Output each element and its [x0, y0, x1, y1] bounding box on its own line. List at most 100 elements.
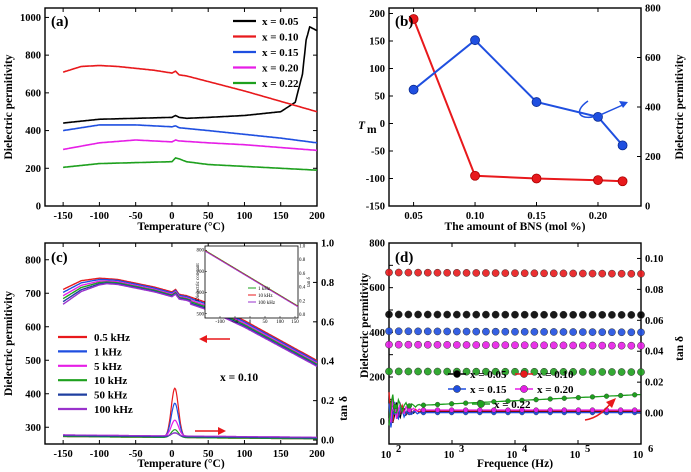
c-eps-line-3 [62, 281, 318, 365]
b-y-tick-label: 0 [380, 119, 385, 130]
a-panel-label: (a) [51, 14, 69, 30]
d-eps-point-1 [598, 269, 607, 278]
d-eps-point-1 [443, 268, 452, 277]
d-eps-point-4 [394, 367, 403, 376]
c-x-tick-label: 50 [203, 449, 214, 460]
d-y-tick-label: 0 [380, 417, 385, 428]
d-eps-point-2 [617, 328, 626, 337]
b-eps-point [531, 97, 542, 107]
a-x-tick-label: 50 [203, 211, 214, 222]
a-series-line-2 [63, 124, 318, 144]
c-inset-y2-axis-label: tan δ [307, 277, 312, 287]
d-legend-label-3: x = 0.20 [537, 384, 574, 396]
d-legend-label-4: x = 0.22 [494, 399, 531, 411]
c-tan-line-5 [63, 432, 317, 438]
a-series-line-4 [63, 157, 318, 171]
d-eps-point-2 [598, 328, 607, 337]
d-legend-swatch-dot-1 [520, 370, 528, 378]
d-x-tick-exp: 5 [585, 444, 590, 455]
c-annotation: x = 0.10 [220, 372, 258, 384]
d-tan-line-2 [388, 401, 641, 428]
c-inset-y2-tick-label: 0.8 [299, 258, 306, 263]
d-tan-point-4 [434, 401, 441, 408]
d-x-tick-label: 10 [633, 450, 644, 461]
d-eps-point-2 [569, 328, 578, 336]
c-inset-legend-label-0: 1 kHz [258, 287, 271, 292]
b-tm-point [408, 14, 419, 24]
d-legend-label-2: x = 0.15 [470, 384, 507, 396]
b-y-tick-label: -50 [371, 147, 385, 158]
c-eps-line-5 [62, 283, 318, 367]
b-y2-tick-label: 200 [645, 152, 661, 163]
d-eps-point-2 [443, 327, 452, 336]
c-y2-tick-label: 0.4 [321, 357, 335, 368]
d-x-tick-label: 10 [570, 450, 581, 461]
d-y-tick-label: 200 [369, 373, 385, 384]
c-eps-line-1 [62, 278, 318, 363]
d-eps-point-1 [588, 269, 597, 278]
d-eps-point-3 [394, 340, 403, 349]
d-eps-point-2 [472, 327, 481, 336]
b-panel-label: (b) [395, 14, 413, 30]
b-y-tick-label: 50 [375, 92, 386, 103]
d-tan-point-3 [491, 407, 497, 413]
d-eps-point-1 [530, 269, 539, 278]
d-eps-point-1 [394, 268, 403, 277]
a-x-tick-label: -150 [54, 211, 73, 222]
c-legend-label-0: 0.5 kHz [94, 332, 130, 344]
a-series-line-0 [63, 25, 318, 124]
d-tan-point-3 [533, 407, 539, 413]
d-legend-swatch-dot-4 [477, 400, 485, 408]
d-eps-point-1 [617, 269, 626, 278]
d-eps-point-3 [511, 341, 519, 350]
d-eps-point-4 [540, 367, 548, 376]
d-tan-point-3 [519, 407, 525, 413]
a-y-tick-label: 1000 [20, 13, 41, 24]
c-inset-x-tick-label: 150 [291, 320, 299, 325]
d-eps-point-2 [549, 328, 558, 336]
d-eps-point-0 [569, 310, 578, 319]
d-eps-point-0 [559, 310, 568, 319]
d-y-tick-label: 600 [369, 283, 385, 294]
d-eps-point-4 [414, 367, 422, 376]
b-y-tick-label: -100 [366, 174, 385, 185]
b-tm-point [470, 170, 480, 181]
b-tm-line [412, 18, 623, 183]
d-tan-point-3 [505, 407, 511, 413]
d-eps-point-3 [617, 341, 626, 350]
d-eps-point-3 [530, 341, 539, 350]
b-x-axis-label: The amount of BNS (mol %) [445, 221, 586, 233]
c-x-tick-label: 150 [273, 449, 289, 460]
c-x-axis-label: Temperature (°C) [137, 458, 224, 470]
b-y-tick-label: 150 [369, 37, 385, 48]
c-y-tick-label: 600 [25, 322, 41, 333]
d-eps-point-2 [404, 327, 413, 336]
d-eps-point-0 [511, 310, 519, 319]
b-y-tick-label: 100 [369, 64, 385, 75]
d-tan-point-4 [449, 401, 455, 407]
b-x-tick-label: 0.15 [527, 211, 545, 222]
c-inset-x-tick-label: -50 [232, 320, 239, 325]
d-tan-line-1 [388, 392, 641, 423]
d-eps-point-4 [491, 367, 500, 376]
b-x-tick-label: 0.10 [466, 211, 484, 222]
d-tan-line-0 [388, 400, 641, 424]
d-eps-point-0 [433, 310, 442, 319]
c-y2-tick-label: 0.2 [321, 396, 334, 407]
d-eps-point-1 [520, 269, 529, 278]
a-legend-label-1: x = 0.10 [262, 32, 299, 44]
d-eps-point-1 [540, 269, 548, 278]
c-plot-frame [44, 242, 318, 445]
c-x-tick-label: 100 [237, 449, 253, 460]
d-eps-point-3 [472, 341, 481, 349]
d-eps-point-2 [423, 327, 432, 336]
d-eps-point-4 [501, 367, 510, 376]
d-eps-point-0 [608, 311, 616, 319]
b-y2-axis-label: Dielectric permitivity [674, 54, 686, 159]
d-y2-tick-label: 0.04 [645, 347, 664, 358]
d-eps-point-0 [462, 310, 471, 319]
d-eps-point-2 [540, 328, 548, 336]
c-x-tick-label: 200 [309, 449, 325, 460]
a-x-tick-label: -100 [90, 211, 109, 222]
d-eps-point-2 [482, 327, 490, 336]
